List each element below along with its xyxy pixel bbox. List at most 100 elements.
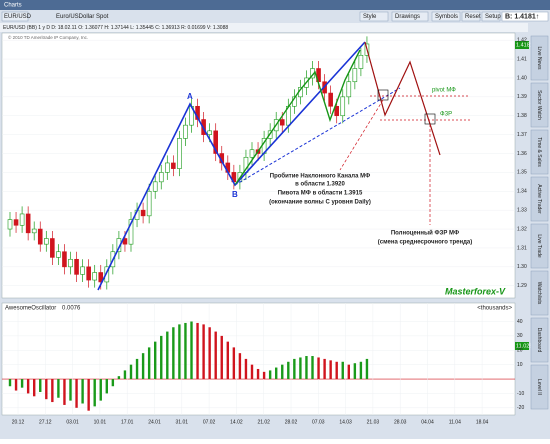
oscillator-bar xyxy=(353,363,357,380)
oscillator-bar xyxy=(335,361,338,380)
candle-body xyxy=(25,213,31,234)
y-tick-label: 20 xyxy=(517,348,523,354)
toolbar-button[interactable] xyxy=(481,11,501,22)
oscillator-bar xyxy=(281,364,284,380)
candle-body xyxy=(56,251,61,258)
candle-body xyxy=(171,162,176,169)
oscillator-bar xyxy=(202,324,205,380)
candle-body xyxy=(140,209,146,217)
side-tab-label: Dashboard xyxy=(536,328,542,353)
candle-body xyxy=(7,219,13,230)
oscillator-bar xyxy=(293,358,296,380)
oscillator-bar xyxy=(329,360,332,380)
note: в области 1.3920 xyxy=(295,181,345,188)
side-tab[interactable] xyxy=(530,82,549,128)
oscillator-bar xyxy=(51,379,54,403)
oscillator-bar xyxy=(268,370,272,380)
toolbar-button-label: Symbols xyxy=(435,14,458,20)
candle-body xyxy=(19,213,25,226)
value-tag: 11.025 xyxy=(516,343,532,349)
oscillator-bar xyxy=(323,358,326,380)
oscillator-bar xyxy=(135,358,139,380)
candle-body xyxy=(31,228,37,234)
x-tick-label: 28.02 xyxy=(285,419,298,425)
side-tab-label: Time & Sales xyxy=(536,137,542,167)
x-tick-label: 31.01 xyxy=(176,419,189,425)
side-tab[interactable] xyxy=(530,176,549,222)
y-tick-label: 1.42 xyxy=(517,38,527,44)
candle-body xyxy=(183,124,188,139)
brand: Masterforex-V xyxy=(445,286,506,296)
symbol-box[interactable] xyxy=(1,11,29,22)
oscillator-bar xyxy=(87,379,90,411)
oscillator-bar xyxy=(93,379,96,407)
x-tick-label: 21.03 xyxy=(367,419,380,425)
x-tick-label: 07.03 xyxy=(312,419,325,425)
fzr-label: ФЗР xyxy=(440,112,452,118)
side-tab[interactable] xyxy=(530,223,549,269)
x-tick-label: 04.04 xyxy=(421,419,434,425)
label-b: B xyxy=(232,190,238,199)
oscillator-bar xyxy=(33,379,36,397)
candle-body xyxy=(74,258,79,275)
y-tick-label: -10 xyxy=(517,391,524,397)
oscillator-bar xyxy=(154,341,157,380)
oscillator-bar xyxy=(81,379,84,404)
y-tick-label: 1.38 xyxy=(517,113,527,119)
x-tick-label: 14.02 xyxy=(230,419,243,425)
x-tick-label: 14.03 xyxy=(339,419,352,425)
oscillator-bar xyxy=(105,379,108,394)
note: Пробитие Наклонного Канала МФ xyxy=(270,173,370,180)
oscillator-current: 0.0076 xyxy=(62,306,81,312)
candle-body xyxy=(352,68,358,83)
oscillator-bar xyxy=(275,367,278,380)
info-bar xyxy=(0,23,528,32)
toolbar-button[interactable] xyxy=(431,11,461,22)
candle-body xyxy=(98,272,104,283)
oscillator-bar xyxy=(232,347,236,380)
toolbar-button[interactable] xyxy=(359,11,389,22)
candle-body xyxy=(92,272,97,281)
side-tab[interactable] xyxy=(530,35,549,81)
oscillator-bar xyxy=(299,357,302,380)
oscillator-units: <thousands> xyxy=(477,306,512,312)
pivot-label: pivot МФ xyxy=(432,88,456,94)
side-tab[interactable] xyxy=(530,364,549,410)
oscillator-bar xyxy=(190,321,193,380)
oscillator-bar xyxy=(75,379,78,408)
candle-body xyxy=(340,96,346,117)
x-tick-label: 28.03 xyxy=(394,419,407,425)
oscillator-bar xyxy=(244,358,248,380)
price-panel xyxy=(1,32,516,299)
side-tab[interactable] xyxy=(530,129,549,175)
y-tick-label: 1.40 xyxy=(517,75,527,81)
oscillator-bar xyxy=(99,379,102,401)
candle-body xyxy=(249,149,255,158)
x-tick-label: 21.02 xyxy=(257,419,270,425)
side-tab-label: Watchlists xyxy=(536,282,542,305)
candle-body xyxy=(279,119,285,126)
oscillator-bar xyxy=(196,322,199,380)
x-tick-label: 07.02 xyxy=(203,419,216,425)
oscillator-bar xyxy=(184,322,187,380)
oscillator-bar xyxy=(57,379,60,398)
side-tab-label: Sector Watch xyxy=(536,90,542,120)
candle-body xyxy=(146,190,152,217)
y-tick-label: 1.36 xyxy=(517,151,527,157)
toolbar-button-label: Style xyxy=(363,14,377,20)
side-tab[interactable] xyxy=(530,317,549,363)
y-tick-label: 1.39 xyxy=(517,94,527,100)
y-tick-label: 10 xyxy=(517,362,523,368)
oscillator-bar xyxy=(305,356,308,380)
window-title: Charts xyxy=(4,3,22,9)
note: Полноценный ФЗР МФ xyxy=(391,230,459,237)
candle-body xyxy=(152,181,158,192)
price-tag: 1.4181 xyxy=(516,42,533,48)
oscillator-bar xyxy=(20,379,24,388)
oscillator-bar xyxy=(8,379,12,387)
y-tick-label: 1.32 xyxy=(517,226,527,232)
toolbar-button[interactable] xyxy=(461,11,481,22)
y-tick-label: 30 xyxy=(517,333,523,339)
side-tab[interactable] xyxy=(530,270,549,316)
toolbar-button[interactable] xyxy=(391,11,429,22)
